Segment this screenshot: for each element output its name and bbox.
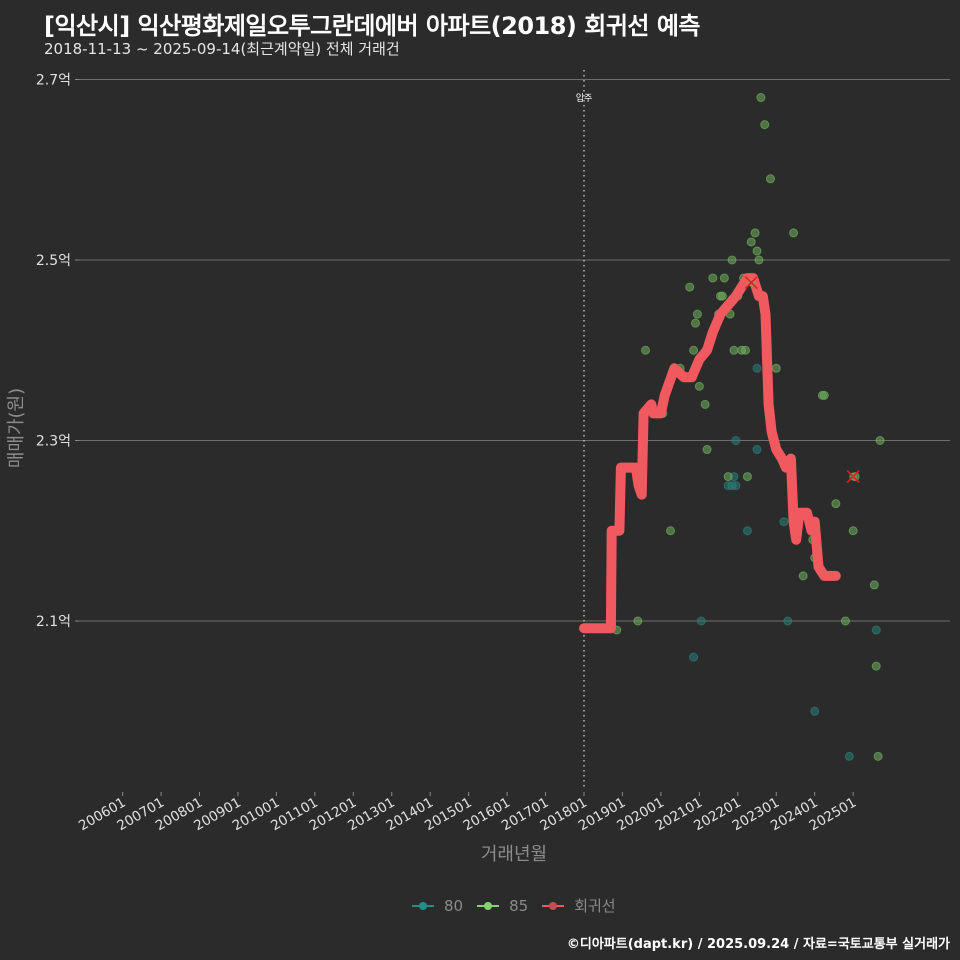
legend-item-80: 80 [412,897,463,915]
legend-label-regression: 회귀선 [574,897,616,915]
chart-subtitle: 2018-11-13 ~ 2025-09-14(최근계약일) 전체 거래건 [44,40,400,58]
svg-text:2.3억: 2.3억 [36,434,71,450]
legend-item-85: 85 [477,897,528,915]
legend: 80 85 회귀선 [412,895,624,916]
legend-key-85-icon [477,901,500,911]
svg-text:2.7억: 2.7억 [36,73,71,89]
legend-key-80-icon [412,901,434,911]
y-gridlines [79,78,950,622]
x-axis-label: 거래년월 [481,844,547,865]
movein-annotation: 입주 [576,92,593,104]
chart-title: [익산시] 익산평화제일오투그란데에버 아파트(2018) 회귀선 예측 [44,12,701,40]
y-axis-ticks: 2.1억 2.3억 2.5억 2.7억 [36,73,79,630]
y-axis-label: 매매가(원) [6,388,27,468]
series-85-points [612,93,885,761]
source-credit: ©디아파트(dapt.kr) / 2025.09.24 / 자료=국토교통부 실… [566,937,950,952]
legend-key-regression-icon [542,901,565,911]
series-80-points [689,363,881,761]
svg-text:2.1억: 2.1억 [36,614,71,630]
highlight-x-markers [744,275,860,484]
legend-label-80: 80 [444,896,464,915]
svg-text:2.5억: 2.5억 [36,253,71,269]
regression-line [579,273,841,634]
x-axis-ticks: 2006012007012008012009012010012011012012… [76,792,859,834]
legend-item-regression: 회귀선 [542,895,616,916]
legend-label-85: 85 [509,896,529,915]
